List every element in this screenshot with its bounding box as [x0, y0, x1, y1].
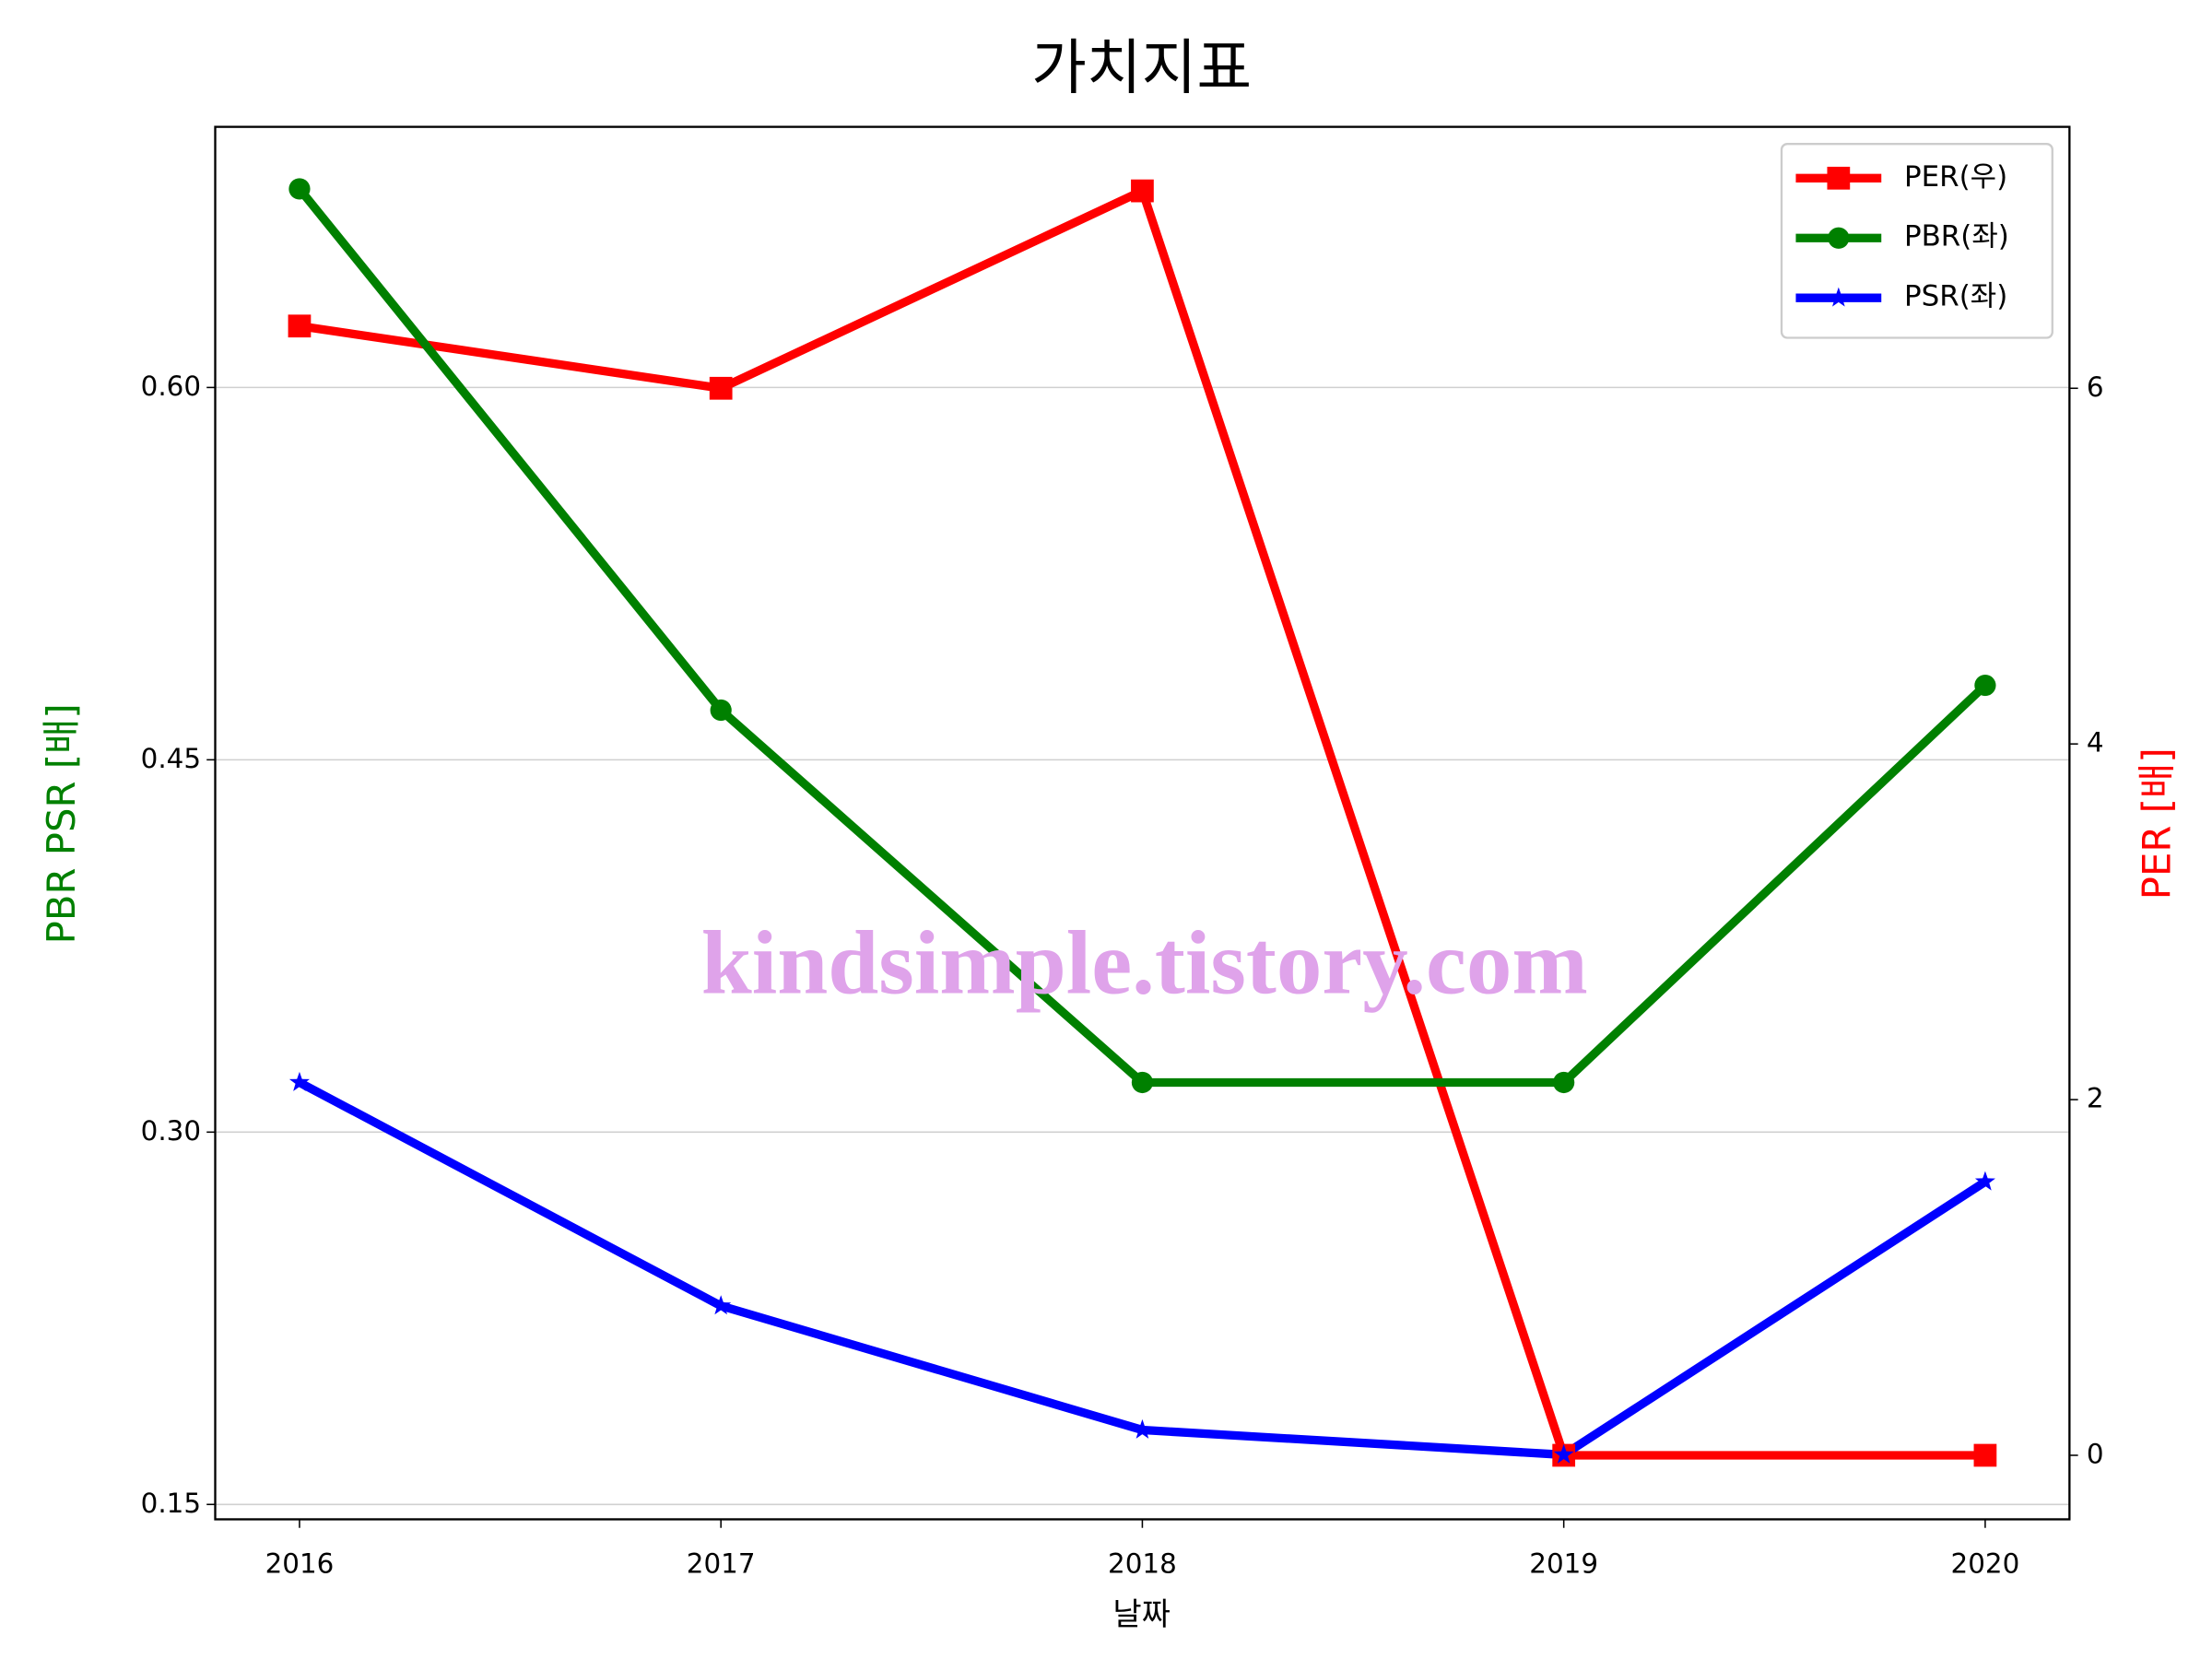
y2-tick-label: 2	[2087, 1083, 2104, 1114]
legend-label: PBR(좌)	[1904, 220, 2009, 253]
y-tick-label: 0.30	[141, 1115, 201, 1147]
x-tick-label: 2016	[265, 1547, 335, 1579]
marker	[1553, 1071, 1575, 1094]
legend-label: PSR(좌)	[1904, 280, 2007, 313]
marker	[288, 314, 312, 338]
marker	[1973, 1443, 1997, 1467]
marker	[1553, 1443, 1574, 1464]
marker	[1974, 1171, 1995, 1191]
marker	[1131, 1071, 1154, 1094]
marker	[709, 376, 733, 400]
y-tick-label: 0.60	[141, 371, 201, 402]
x-tick-label: 2017	[687, 1547, 756, 1579]
y2-axis-label: PER [배]	[2134, 747, 2179, 900]
y-axis-label: PBR PSR [배]	[39, 703, 84, 944]
legend-label: PER(우)	[1904, 160, 2007, 194]
chart-title: 가치지표	[1031, 33, 1252, 102]
x-tick-label: 2020	[1951, 1547, 2020, 1579]
marker	[1827, 166, 1851, 190]
marker	[288, 178, 311, 200]
x-axis-label: 날짜	[1112, 1596, 1171, 1633]
marker	[288, 1071, 310, 1091]
marker	[711, 1295, 732, 1315]
x-tick-label: 2018	[1108, 1547, 1177, 1579]
marker	[710, 699, 732, 722]
marker	[1828, 287, 1849, 307]
watermark: kindsimple.tistory.com	[701, 912, 1588, 1013]
marker	[1828, 227, 1850, 249]
y2-tick-label: 6	[2087, 371, 2104, 403]
y2-tick-label: 0	[2087, 1438, 2104, 1469]
y2-tick-label: 4	[2087, 727, 2104, 759]
plot-frame	[214, 125, 2071, 1521]
marker	[1974, 674, 1996, 697]
y-tick-label: 0.15	[141, 1488, 201, 1519]
legend-box	[1780, 143, 2053, 339]
x-tick-label: 2019	[1529, 1547, 1598, 1579]
marker	[1132, 1418, 1153, 1439]
marker	[1131, 179, 1154, 203]
y-tick-label: 0.45	[141, 743, 201, 774]
